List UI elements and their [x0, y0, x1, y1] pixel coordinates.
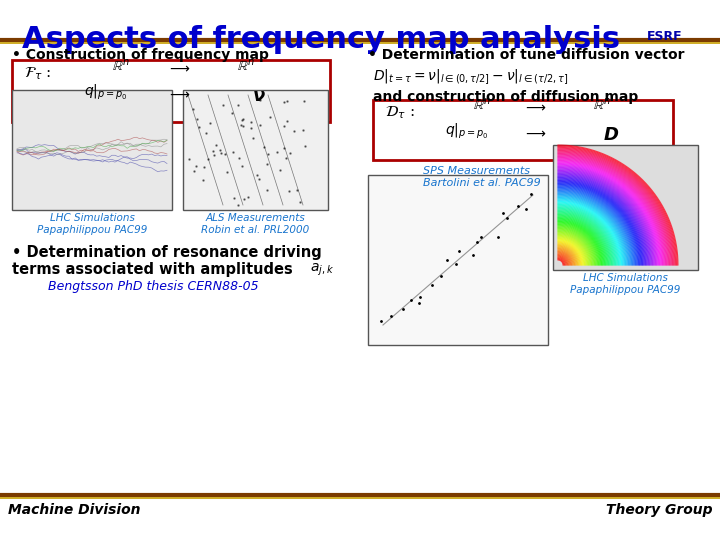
- Bar: [620, 5, 710, 70]
- Text: $\boldsymbol{\nu}$: $\boldsymbol{\nu}$: [252, 87, 266, 105]
- Text: $\longrightarrow$: $\longrightarrow$: [167, 87, 191, 101]
- Text: LHC Simulations
Papaphilippou PAC99: LHC Simulations Papaphilippou PAC99: [570, 273, 680, 295]
- Text: ALS Measurements
Robin et al. PRL2000: ALS Measurements Robin et al. PRL2000: [202, 213, 310, 234]
- Bar: [368, 175, 548, 345]
- Text: • Construction of frequency map: • Construction of frequency map: [12, 48, 269, 62]
- Text: $\mathbb{R}^n$: $\mathbb{R}^n$: [473, 97, 491, 113]
- Text: Aspects of frequency map analysis: Aspects of frequency map analysis: [22, 25, 620, 54]
- Text: $\mathbb{R}^n$: $\mathbb{R}^n$: [593, 97, 611, 113]
- Text: $\longrightarrow$: $\longrightarrow$: [523, 100, 547, 114]
- Text: ESRF: ESRF: [647, 30, 683, 43]
- Text: $\mathbb{R}^n$: $\mathbb{R}^n$: [237, 58, 255, 74]
- Text: $q|_{p=p_0}$: $q|_{p=p_0}$: [445, 122, 489, 140]
- Text: Theory Group: Theory Group: [606, 503, 712, 517]
- Bar: [12, 90, 172, 210]
- Text: LHC Simulations
Papaphilippou PAC99: LHC Simulations Papaphilippou PAC99: [37, 213, 147, 234]
- Text: SPS Measurements
Bartolini et al. PAC99: SPS Measurements Bartolini et al. PAC99: [423, 166, 541, 187]
- Text: Bengtsson PhD thesis CERN88-05: Bengtsson PhD thesis CERN88-05: [48, 280, 258, 293]
- Text: $D|_{t=\tau} = \nu|_{l\in(0,\tau/2]} - \nu|_{l\in(\tau/2,\tau]}$: $D|_{t=\tau} = \nu|_{l\in(0,\tau/2]} - \…: [373, 68, 568, 87]
- Bar: [553, 145, 698, 270]
- Text: $\mathcal{D}_\tau$ :: $\mathcal{D}_\tau$ :: [385, 105, 415, 122]
- Text: $\boldsymbol{D}$: $\boldsymbol{D}$: [603, 126, 619, 144]
- Bar: [12, 60, 330, 122]
- Bar: [373, 100, 673, 160]
- Text: $\mathbb{R}^n$: $\mathbb{R}^n$: [112, 58, 130, 74]
- Text: $\longrightarrow$: $\longrightarrow$: [167, 61, 191, 75]
- Text: $\longrightarrow$: $\longrightarrow$: [523, 126, 547, 140]
- Text: • Determination of tune diffusion vector: • Determination of tune diffusion vector: [368, 48, 685, 62]
- Text: Machine Division: Machine Division: [8, 503, 140, 517]
- Text: • Determination of resonance driving: • Determination of resonance driving: [12, 245, 322, 260]
- Bar: [183, 90, 328, 210]
- Text: terms associated with amplitudes: terms associated with amplitudes: [12, 262, 293, 277]
- Text: $q|_{p=p_0}$: $q|_{p=p_0}$: [84, 82, 127, 102]
- Text: $a_{j,k}$: $a_{j,k}$: [310, 262, 334, 278]
- Text: $\mathcal{F}_\tau$ :: $\mathcal{F}_\tau$ :: [24, 66, 51, 82]
- Text: and construction of diffusion map: and construction of diffusion map: [373, 90, 638, 104]
